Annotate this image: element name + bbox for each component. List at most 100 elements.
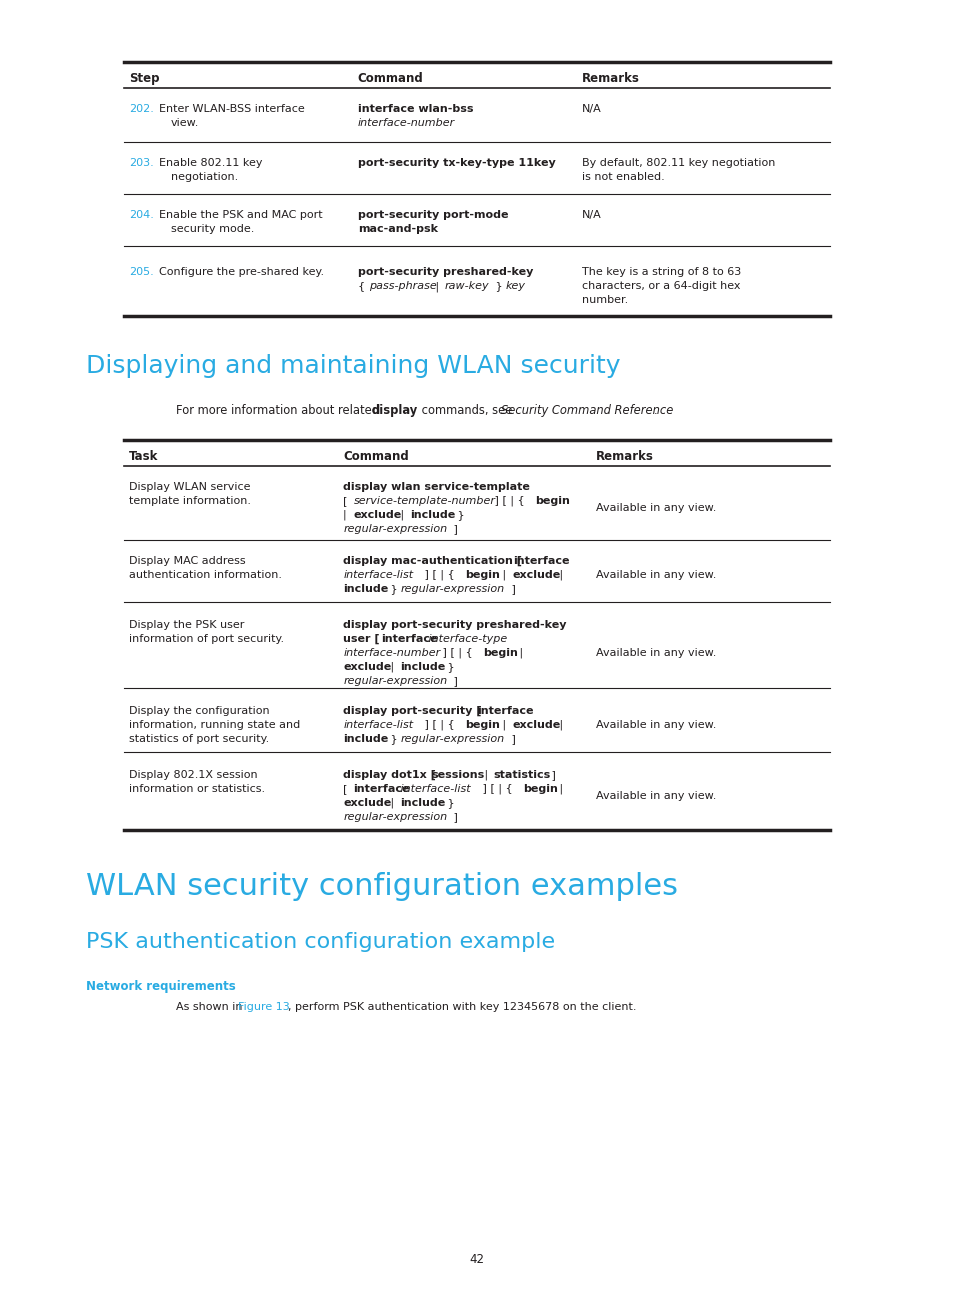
Text: |: | [499,721,510,731]
Text: }: } [444,798,455,807]
Text: interface-list: interface-list [343,570,414,581]
Text: interface-number: interface-number [357,118,455,128]
Text: interface wlan-bss: interface wlan-bss [357,104,473,114]
Text: characters, or a 64-digit hex: characters, or a 64-digit hex [581,281,740,292]
Text: port-security port-mode: port-security port-mode [357,210,508,220]
Text: ] [ | {: ] [ | { [491,496,528,507]
Text: key: key [505,281,525,292]
Text: begin: begin [483,648,517,658]
Text: information, running state and: information, running state and [129,721,300,730]
Text: exclude: exclude [512,570,560,581]
Text: Available in any view.: Available in any view. [596,570,716,581]
Text: Available in any view.: Available in any view. [596,648,716,658]
Text: }: } [491,281,505,292]
Text: security mode.: security mode. [171,224,253,235]
Text: ]: ] [450,677,457,686]
Text: commands, see: commands, see [418,404,516,417]
Text: N/A: N/A [581,210,601,220]
Text: Display MAC address: Display MAC address [129,556,245,566]
Text: 202.: 202. [129,104,153,114]
Text: Available in any view.: Available in any view. [596,721,716,730]
Text: include: include [400,798,445,807]
Text: service-template-number: service-template-number [353,496,495,505]
Text: Available in any view.: Available in any view. [596,503,716,513]
Text: 203.: 203. [129,158,153,168]
Text: interface-list: interface-list [343,721,414,730]
Text: interface: interface [513,556,569,566]
Text: ] [ | {: ] [ | { [479,784,516,794]
Text: PSK authentication configuration example: PSK authentication configuration example [86,932,555,953]
Text: As shown in: As shown in [176,1002,246,1012]
Text: Command: Command [357,73,423,86]
Text: |: | [499,570,510,581]
Text: Figure 13: Figure 13 [238,1002,290,1012]
Text: ] [ | {: ] [ | { [439,648,476,658]
Text: exclude: exclude [343,662,392,673]
Text: , perform PSK authentication with key 12345678 on the client.: , perform PSK authentication with key 12… [288,1002,637,1012]
Text: ] [ | {: ] [ | { [421,721,458,731]
Text: Displaying and maintaining WLAN security: Displaying and maintaining WLAN security [86,354,619,378]
Text: |: | [481,770,492,780]
Text: 204.: 204. [129,210,153,220]
Text: include: include [343,734,388,744]
Text: statistics of port security.: statistics of port security. [129,734,269,744]
Text: |: | [556,721,563,731]
Text: ]: ] [548,770,556,780]
Text: Enter WLAN-BSS interface: Enter WLAN-BSS interface [158,104,304,114]
Text: .: . [653,404,657,417]
Text: port-security tx-key-type 11key: port-security tx-key-type 11key [357,158,555,168]
Text: [: [ [343,496,351,505]
Text: {: { [357,281,368,292]
Text: regular-expression: regular-expression [400,734,504,744]
Text: |: | [397,511,408,521]
Text: 42: 42 [469,1253,484,1266]
Text: number.: number. [581,295,627,305]
Text: display mac-authentication [: display mac-authentication [ [343,556,526,566]
Text: is not enabled.: is not enabled. [581,172,664,181]
Text: view.: view. [171,118,199,128]
Text: By default, 802.11 key negotiation: By default, 802.11 key negotiation [581,158,775,168]
Text: authentication information.: authentication information. [129,570,281,581]
Text: information of port security.: information of port security. [129,634,284,644]
Text: Enable 802.11 key: Enable 802.11 key [158,158,262,168]
Text: exclude: exclude [343,798,392,807]
Text: begin: begin [535,496,570,505]
Text: exclude: exclude [512,721,560,730]
Text: |: | [556,784,563,794]
Text: |: | [432,281,442,292]
Text: include: include [343,584,388,594]
Text: |: | [387,798,397,809]
Text: }: } [387,734,401,744]
Text: port-security preshared-key: port-security preshared-key [357,267,533,277]
Text: ]: ] [508,584,516,594]
Text: Configure the pre-shared key.: Configure the pre-shared key. [158,267,324,277]
Text: exclude: exclude [353,511,401,520]
Text: begin: begin [465,721,499,730]
Text: interface-number: interface-number [343,648,440,658]
Text: }: } [454,511,464,520]
Text: include: include [410,511,456,520]
Text: interface-list: interface-list [397,784,471,794]
Text: raw-key: raw-key [444,281,489,292]
Text: user [: user [ [343,634,383,644]
Text: Command: Command [343,450,409,463]
Text: 205.: 205. [129,267,153,277]
Text: }: } [444,662,455,673]
Text: WLAN security configuration examples: WLAN security configuration examples [86,872,678,901]
Text: mac-and-psk: mac-and-psk [357,224,437,235]
Text: N/A: N/A [581,104,601,114]
Text: The key is a string of 8 to 63: The key is a string of 8 to 63 [581,267,740,277]
Text: display port-security [: display port-security [ [343,706,485,717]
Text: |: | [516,648,523,658]
Text: template information.: template information. [129,496,251,505]
Text: sessions: sessions [431,770,484,780]
Text: |: | [387,662,397,673]
Text: regular-expression: regular-expression [400,584,504,594]
Text: begin: begin [465,570,499,581]
Text: Remarks: Remarks [581,73,639,86]
Text: display wlan service-template: display wlan service-template [343,482,530,492]
Text: Remarks: Remarks [596,450,654,463]
Text: Display the PSK user: Display the PSK user [129,619,244,630]
Text: pass-phrase: pass-phrase [369,281,436,292]
Text: interface: interface [353,784,410,794]
